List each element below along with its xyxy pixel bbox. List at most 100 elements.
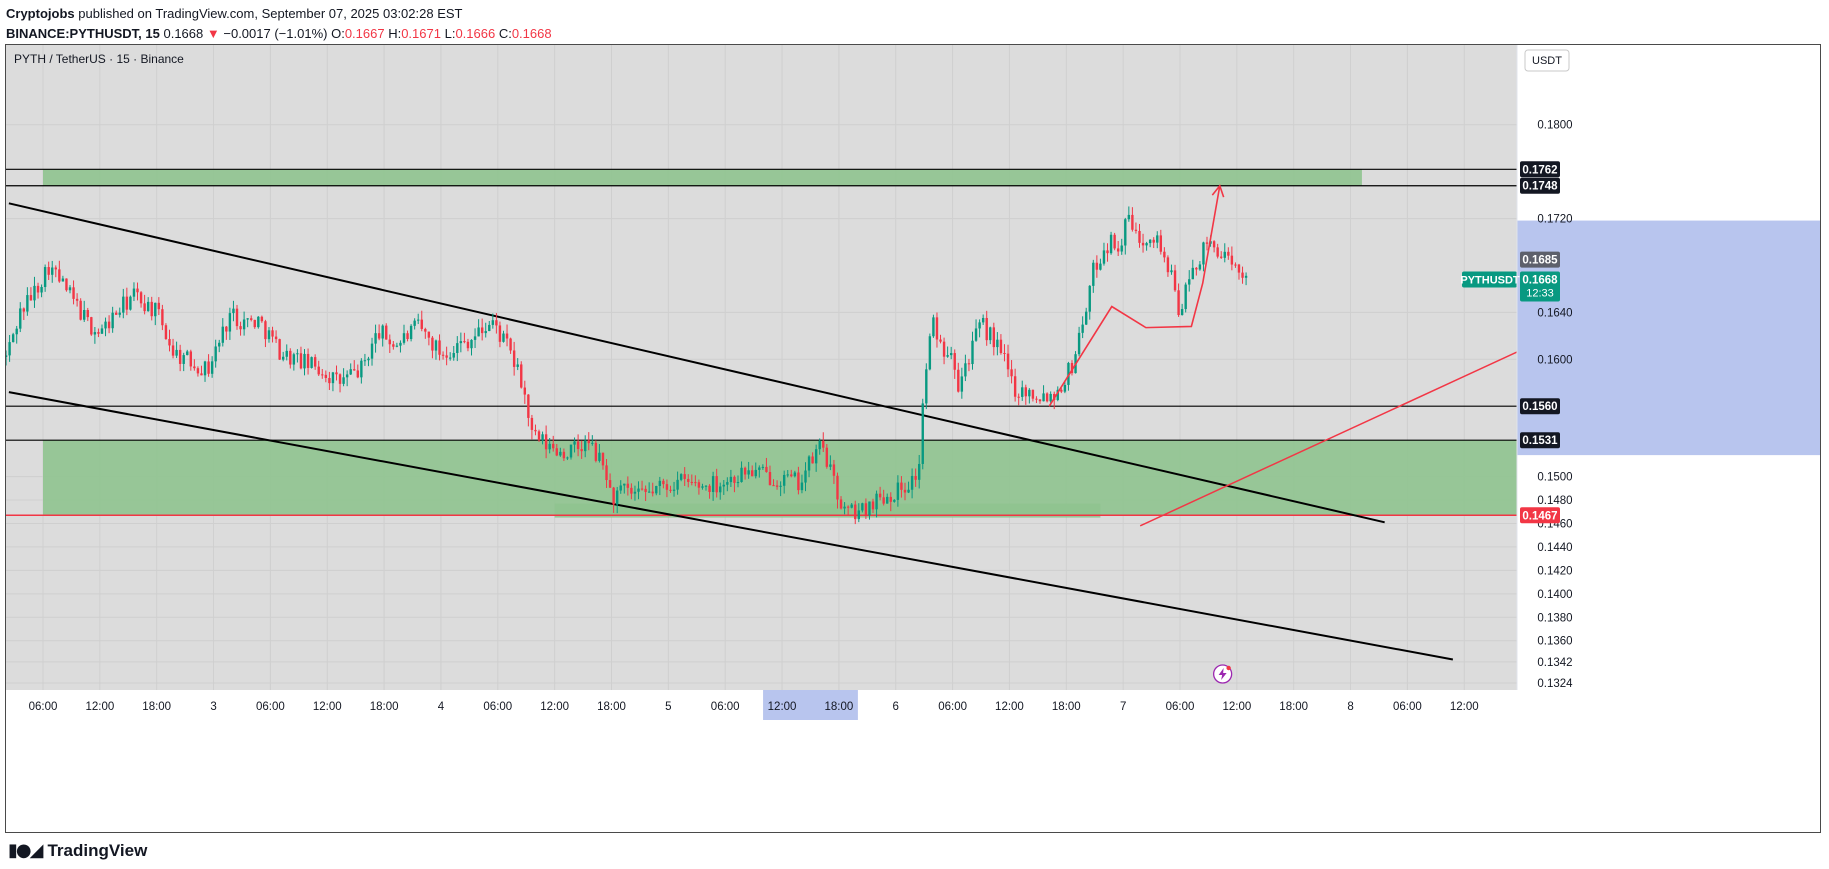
chart-frame[interactable]: 06:00 12:00 18:00 3 06:00 12:00 18:00 4 06:00 12:… — [5, 44, 1821, 833]
candle-body — [928, 336, 932, 370]
candle-body — [562, 451, 566, 459]
candle-body — [939, 339, 942, 342]
candle-body — [1106, 250, 1109, 254]
candle-body — [90, 317, 93, 335]
candle-body — [726, 482, 729, 485]
candle-body — [207, 361, 210, 374]
candle-body — [1042, 393, 1045, 402]
candle-body — [353, 369, 356, 371]
price-chart[interactable]: 06:00 12:00 18:00 3 06:00 12:00 18:00 4 06:00 12:… — [6, 45, 1820, 832]
time-axis-ticks: 06:00 12:00 18:00 3 06:00 12:00 18:00 4 06:00 12:… — [29, 701, 1479, 713]
candle-body — [672, 489, 676, 491]
candle-body — [360, 360, 363, 378]
candle-body — [157, 302, 161, 310]
candle-body — [509, 338, 512, 351]
candle-body — [669, 489, 672, 491]
price-tick-label: 0.1500 — [1537, 472, 1572, 484]
candle-body — [690, 481, 694, 483]
time-tick-label: 06:00 — [29, 701, 58, 713]
author-link[interactable]: Cryptojobs — [6, 6, 75, 21]
candle-body — [473, 336, 477, 340]
candle-body — [125, 296, 129, 310]
candle-body — [299, 353, 303, 369]
candle-body — [751, 470, 754, 477]
candle-body — [662, 480, 665, 485]
candle-body — [591, 442, 594, 444]
candle-body — [342, 377, 345, 384]
candle-body — [1173, 270, 1177, 291]
candle-body — [1198, 264, 1202, 270]
trendline[interactable] — [8, 202, 1385, 524]
candle-body — [1205, 242, 1209, 244]
candle-body — [363, 360, 367, 362]
candle-body — [22, 308, 26, 312]
candle-body — [1124, 219, 1127, 246]
candle-body — [1127, 214, 1131, 220]
candle-body — [594, 442, 598, 461]
candle-body — [644, 488, 647, 492]
level-lines-layer — [6, 168, 1517, 517]
candle-body — [768, 472, 772, 486]
currency-button[interactable]: USDT — [1524, 49, 1570, 72]
candle-body — [1063, 384, 1067, 392]
alert-icon[interactable] — [1212, 664, 1233, 684]
trendline[interactable] — [1139, 336, 1550, 527]
symbol-badge — [1462, 271, 1517, 288]
candle-body — [1077, 332, 1081, 355]
symbol-interval: BINANCE:PYTHUSDT, 15 — [6, 26, 160, 41]
candle-body — [530, 417, 534, 430]
price-axis-highlight — [1517, 220, 1820, 456]
candle-body — [65, 278, 68, 291]
candle-body — [1159, 235, 1163, 252]
candle-body — [999, 339, 1003, 354]
candle-body — [687, 478, 690, 482]
candle-body — [676, 479, 679, 490]
candle-body — [218, 342, 221, 347]
candle-body — [328, 377, 331, 384]
candle-body — [235, 308, 239, 327]
candle-body — [491, 320, 495, 325]
candle-body — [942, 341, 946, 357]
time-tick-label: 12:00 — [768, 701, 797, 713]
candle-body — [1081, 324, 1084, 333]
candle-body — [520, 364, 523, 388]
candle-body — [1024, 387, 1027, 397]
candle-body — [97, 332, 100, 334]
candle-body — [441, 354, 445, 356]
projection-path[interactable] — [1048, 185, 1221, 407]
candle-body — [317, 366, 320, 375]
candle-body — [495, 320, 498, 326]
price-badge — [1520, 251, 1560, 268]
candle-body — [402, 333, 406, 343]
candle-body — [584, 440, 587, 452]
candle-body — [409, 325, 413, 340]
trendline[interactable] — [8, 391, 1454, 661]
candle-body — [559, 451, 562, 456]
last-price: 0.1668 — [163, 26, 204, 41]
candle-body — [640, 488, 644, 490]
plot-background — [6, 45, 1517, 690]
time-axis[interactable] — [6, 690, 1517, 720]
candle-body — [161, 309, 164, 326]
candle-body — [239, 326, 242, 330]
candle-body — [1216, 247, 1219, 257]
candle-body — [1230, 255, 1234, 265]
candle-body — [260, 316, 264, 322]
symbol-badge-label: PYTHUSDT — [1460, 275, 1520, 287]
time-tick-label: 3 — [210, 701, 216, 713]
candle-body — [438, 340, 441, 355]
last-price-badge — [1520, 271, 1560, 302]
candle-body — [1049, 393, 1052, 402]
high-value: 0.1671 — [401, 26, 441, 41]
candle-body — [910, 475, 914, 490]
candle-body — [846, 506, 850, 508]
candle-body — [83, 310, 86, 320]
candle-body — [736, 482, 740, 484]
candle-body — [1088, 285, 1091, 312]
candle-body — [417, 319, 420, 321]
candle-body — [264, 321, 267, 340]
candle-body — [154, 302, 157, 317]
candle-body — [679, 474, 683, 480]
candle-body — [11, 334, 15, 343]
candle-body — [406, 333, 409, 340]
